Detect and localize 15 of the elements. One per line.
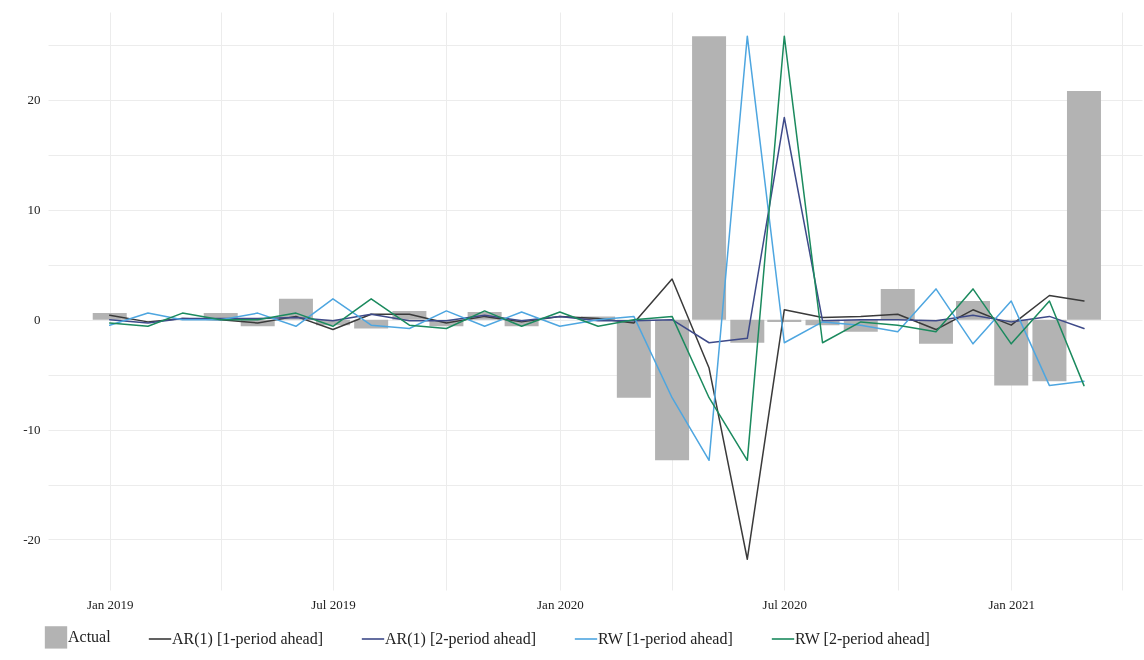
x-tick-label: Jan 2019 (86, 596, 134, 612)
y-tick-label: 10 (27, 202, 41, 218)
y-tick-label: -20 (23, 531, 41, 547)
legend-label: AR(1) [1-period ahead] (172, 630, 324, 648)
x-tick-label: Jul 2019 (311, 596, 356, 612)
legend-label: AR(1) [2-period ahead] (385, 630, 537, 648)
legend-label: Actual (68, 628, 112, 646)
x-tick-label: Jan 2020 (537, 596, 584, 612)
legend-label: RW [2-period ahead] (795, 630, 930, 648)
y-tick-label: 20 (27, 92, 41, 108)
x-tick-label: Jan 2021 (988, 596, 1036, 612)
y-tick-label: -10 (23, 422, 41, 438)
x-tick-label: Jul 2020 (762, 596, 808, 612)
y-tick-label: 0 (34, 312, 41, 328)
legend-label: RW [1-period ahead] (598, 630, 733, 648)
